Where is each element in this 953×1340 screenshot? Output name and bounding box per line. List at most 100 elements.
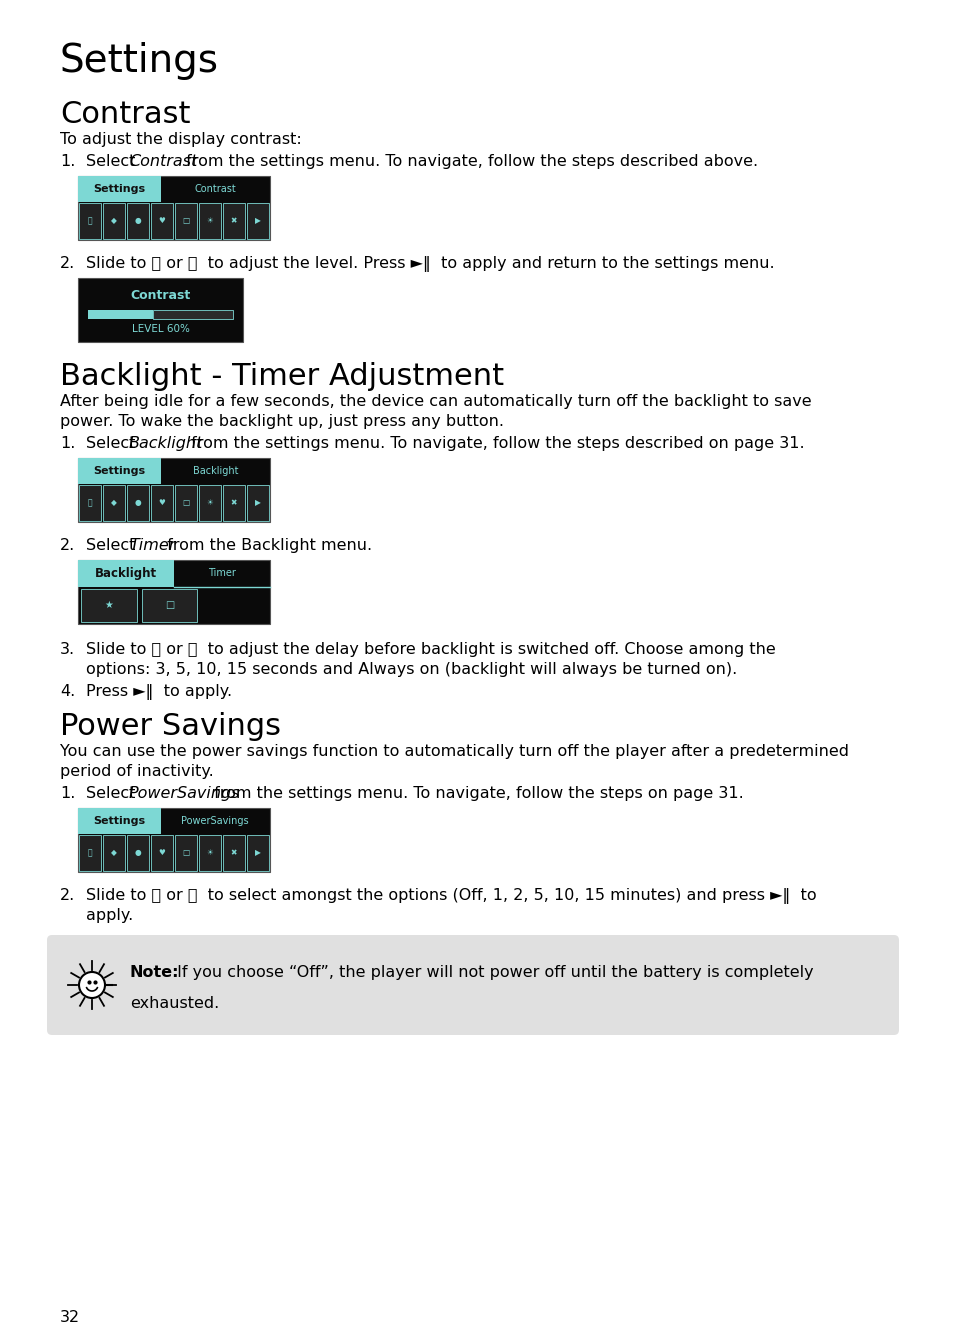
Circle shape — [79, 972, 105, 998]
Text: To adjust the display contrast:: To adjust the display contrast: — [60, 133, 301, 147]
Text: Settings: Settings — [93, 184, 145, 194]
Text: ◆: ◆ — [111, 216, 117, 225]
FancyBboxPatch shape — [151, 835, 172, 871]
Text: from the settings menu. To navigate, follow the steps described above.: from the settings menu. To navigate, fol… — [181, 154, 758, 169]
Text: ♥: ♥ — [158, 498, 165, 508]
FancyBboxPatch shape — [103, 835, 125, 871]
Text: ⎕: ⎕ — [88, 498, 92, 508]
Text: Select: Select — [86, 537, 140, 553]
Text: power. To wake the backlight up, just press any button.: power. To wake the backlight up, just pr… — [60, 414, 503, 429]
Text: Backlight: Backlight — [193, 466, 238, 476]
Text: Press ►‖  to apply.: Press ►‖ to apply. — [86, 683, 232, 699]
Text: ●: ● — [134, 498, 141, 508]
FancyBboxPatch shape — [79, 202, 101, 239]
Text: ⎕: ⎕ — [88, 848, 92, 858]
Text: ☀: ☀ — [207, 848, 213, 858]
Text: Slide to ⏮ or ⏭  to adjust the level. Press ►‖  to apply and return to the setti: Slide to ⏮ or ⏭ to adjust the level. Pre… — [86, 256, 774, 272]
Text: ✖: ✖ — [231, 498, 237, 508]
FancyBboxPatch shape — [153, 310, 233, 319]
Text: Select: Select — [86, 787, 140, 801]
Text: 2.: 2. — [60, 537, 75, 553]
FancyBboxPatch shape — [223, 485, 245, 521]
FancyBboxPatch shape — [78, 458, 270, 523]
Text: options: 3, 5, 10, 15 seconds and Always on (backlight will always be turned on): options: 3, 5, 10, 15 seconds and Always… — [86, 662, 737, 677]
FancyBboxPatch shape — [223, 202, 245, 239]
Text: 2.: 2. — [60, 256, 75, 271]
Text: □: □ — [182, 498, 190, 508]
Text: 1.: 1. — [60, 154, 75, 169]
Text: 4.: 4. — [60, 683, 75, 699]
FancyBboxPatch shape — [78, 560, 270, 624]
FancyBboxPatch shape — [199, 835, 221, 871]
FancyBboxPatch shape — [47, 935, 898, 1034]
Text: ◆: ◆ — [111, 498, 117, 508]
Text: 2.: 2. — [60, 888, 75, 903]
Text: ●: ● — [134, 216, 141, 225]
FancyBboxPatch shape — [78, 808, 160, 833]
Text: ▶: ▶ — [254, 498, 261, 508]
Text: ☀: ☀ — [207, 498, 213, 508]
Text: ◆: ◆ — [111, 848, 117, 858]
Text: □: □ — [182, 216, 190, 225]
FancyBboxPatch shape — [174, 485, 196, 521]
Text: 3.: 3. — [60, 642, 75, 657]
Text: from the Backlight menu.: from the Backlight menu. — [162, 537, 372, 553]
Text: Contrast: Contrast — [129, 154, 197, 169]
Text: □: □ — [182, 848, 190, 858]
Text: ⎕: ⎕ — [88, 216, 92, 225]
Text: After being idle for a few seconds, the device can automatically turn off the ba: After being idle for a few seconds, the … — [60, 394, 811, 409]
Text: Slide to ⏮ or ⏭  to select amongst the options (Off, 1, 2, 5, 10, 15 minutes) an: Slide to ⏮ or ⏭ to select amongst the op… — [86, 888, 816, 905]
Text: Settings: Settings — [60, 42, 219, 80]
Text: ♥: ♥ — [158, 216, 165, 225]
FancyBboxPatch shape — [78, 277, 243, 342]
Text: Settings: Settings — [93, 466, 145, 476]
Text: If you choose “Off”, the player will not power off until the battery is complete: If you choose “Off”, the player will not… — [172, 965, 813, 980]
FancyBboxPatch shape — [174, 835, 196, 871]
Text: You can use the power savings function to automatically turn off the player afte: You can use the power savings function t… — [60, 744, 848, 758]
FancyBboxPatch shape — [247, 835, 269, 871]
Text: apply.: apply. — [86, 909, 133, 923]
Text: 32: 32 — [60, 1311, 80, 1325]
FancyBboxPatch shape — [127, 202, 149, 239]
Text: ♥: ♥ — [158, 848, 165, 858]
Text: PowerSavings: PowerSavings — [181, 816, 249, 825]
FancyBboxPatch shape — [151, 485, 172, 521]
Text: LEVEL 60%: LEVEL 60% — [132, 324, 190, 334]
FancyBboxPatch shape — [78, 808, 270, 872]
FancyBboxPatch shape — [247, 485, 269, 521]
Text: Settings: Settings — [93, 816, 145, 825]
Text: from the settings menu. To navigate, follow the steps on page 31.: from the settings menu. To navigate, fol… — [209, 787, 743, 801]
FancyBboxPatch shape — [199, 202, 221, 239]
FancyBboxPatch shape — [79, 485, 101, 521]
FancyBboxPatch shape — [103, 202, 125, 239]
Text: ●: ● — [134, 848, 141, 858]
FancyBboxPatch shape — [199, 485, 221, 521]
FancyBboxPatch shape — [127, 485, 149, 521]
FancyBboxPatch shape — [88, 310, 153, 319]
Text: period of inactivity.: period of inactivity. — [60, 764, 213, 779]
FancyBboxPatch shape — [223, 835, 245, 871]
Text: Backlight: Backlight — [95, 567, 157, 580]
Text: Contrast: Contrast — [131, 289, 191, 303]
FancyBboxPatch shape — [127, 835, 149, 871]
Text: ✖: ✖ — [231, 216, 237, 225]
FancyBboxPatch shape — [78, 458, 160, 484]
Text: Note:: Note: — [130, 965, 179, 980]
FancyBboxPatch shape — [81, 588, 136, 622]
Text: PowerSavings: PowerSavings — [129, 787, 240, 801]
Text: 1.: 1. — [60, 436, 75, 452]
FancyBboxPatch shape — [78, 560, 173, 587]
Text: ☀: ☀ — [207, 216, 213, 225]
Text: ✖: ✖ — [231, 848, 237, 858]
Text: ▶: ▶ — [254, 848, 261, 858]
Text: □: □ — [165, 600, 173, 611]
Text: Timer: Timer — [208, 568, 235, 579]
Text: Select: Select — [86, 154, 140, 169]
FancyBboxPatch shape — [174, 202, 196, 239]
Text: 1.: 1. — [60, 787, 75, 801]
FancyBboxPatch shape — [79, 835, 101, 871]
Text: Timer: Timer — [129, 537, 175, 553]
Text: Power Savings: Power Savings — [60, 712, 281, 741]
Text: Contrast: Contrast — [60, 100, 191, 129]
Text: Backlight - Timer Adjustment: Backlight - Timer Adjustment — [60, 362, 503, 391]
